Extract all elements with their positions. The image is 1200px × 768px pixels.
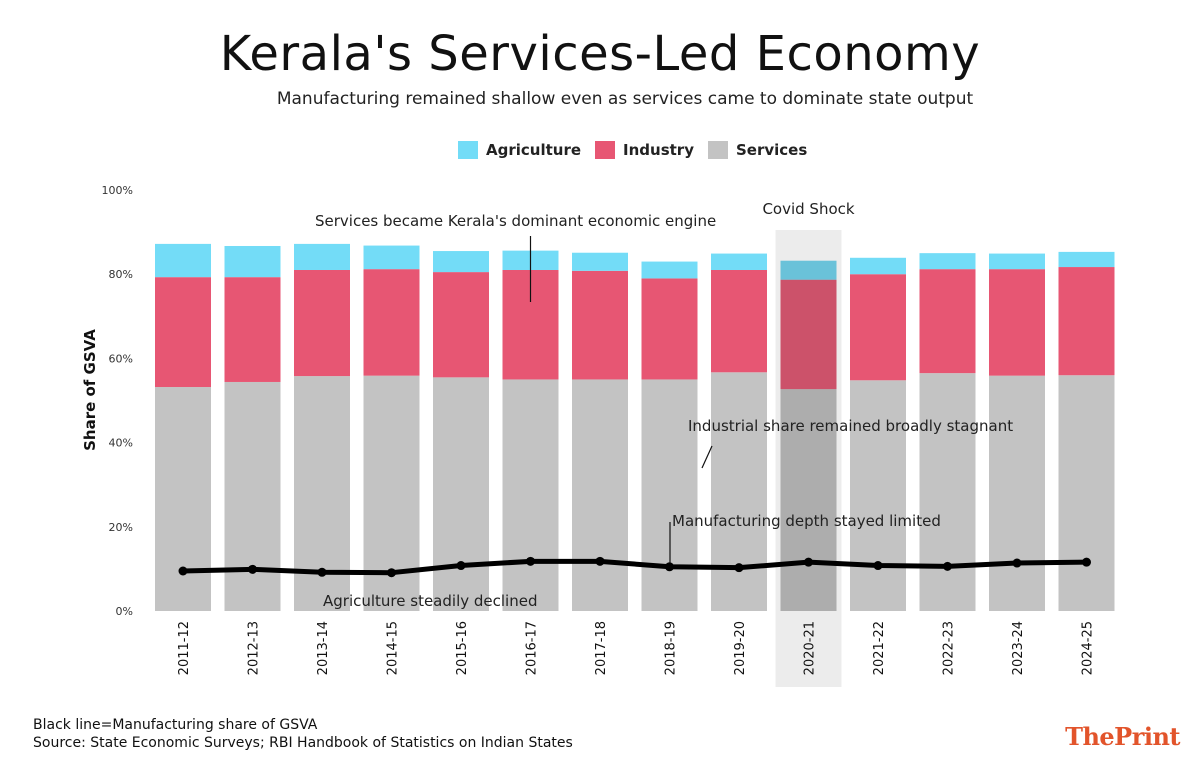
bar-industry-2018-19 (641, 278, 698, 380)
bar-agriculture-2024-25 (1058, 251, 1115, 268)
covid-shock-label: Covid Shock (762, 200, 854, 218)
bar-services-2019-20 (711, 372, 767, 611)
manufacturing-point (248, 564, 257, 574)
bar-industry-2021-22 (850, 274, 906, 381)
manufacturing-point (804, 557, 813, 567)
bar-industry-2022-23 (919, 269, 976, 374)
manufacturing-point (665, 562, 674, 572)
bar-services-2020-21 (780, 389, 837, 611)
annotation-services: Services became Kerala's dominant econom… (315, 212, 716, 230)
x-tick-label: 2023-24 (1011, 621, 1026, 675)
bar-industry-2012-13 (224, 277, 281, 382)
bar-agriculture-2021-22 (850, 257, 906, 275)
x-tick-label: 2013-14 (316, 621, 331, 675)
x-tick-label: 2017-18 (594, 621, 609, 675)
manufacturing-point (1012, 558, 1022, 568)
bar-industry-2023-24 (989, 269, 1045, 376)
bar-agriculture-2015-16 (433, 251, 489, 273)
manufacturing-line (182, 558, 1087, 576)
bar-industry-2011-12 (155, 277, 211, 388)
legend-item-industry: Industry (595, 141, 694, 159)
y-tick-label: 20% (109, 521, 133, 534)
x-tick-label: 2019-20 (733, 621, 748, 675)
bar-agriculture-2020-21 (780, 260, 837, 280)
bar-services-2022-23 (919, 373, 976, 611)
legend-label-agriculture: Agriculture (486, 141, 582, 159)
brand-logo: ThePrint (1065, 722, 1180, 751)
manufacturing-point (456, 561, 466, 571)
annotation-industry: Industrial share remained broadly stagna… (688, 417, 1013, 435)
chart-title: Kerala's Services-Led Economy (219, 26, 981, 82)
y-tick-label: 40% (109, 437, 133, 450)
annotation-agriculture: Agriculture steadily declined (323, 592, 537, 610)
y-tick-label: 60% (109, 352, 133, 365)
bar-industry-2020-21 (780, 279, 837, 390)
bar-agriculture-2014-15 (363, 245, 420, 270)
bar-industry-2013-14 (294, 269, 350, 377)
bar-agriculture-2018-19 (641, 261, 698, 279)
annotation-industry-leader (701, 445, 713, 469)
y-tick-label: 0% (116, 605, 133, 618)
footer-note: Black line=Manufacturing share of GSVA (33, 717, 318, 733)
y-axis-label: Share of GSVA (81, 329, 99, 451)
bar-services-2015-16 (433, 377, 489, 611)
legend-swatch-agriculture (458, 141, 478, 159)
manufacturing-point (387, 568, 396, 578)
manufacturing-point (873, 561, 883, 571)
covid-bar-shade (780, 260, 837, 611)
bar-services-2021-22 (850, 380, 906, 611)
legend-item-services: Services (707, 141, 808, 159)
manufacturing-point (317, 567, 327, 577)
legend-item-agriculture: Agriculture (458, 141, 581, 159)
x-tick-label: 2024-25 (1081, 621, 1096, 675)
manufacturing-point (595, 556, 605, 566)
bar-services-2012-13 (224, 381, 281, 611)
chart-subtitle: Manufacturing remained shallow even as s… (276, 89, 974, 109)
bar-industry-2019-20 (711, 269, 767, 373)
y-tick-label: 80% (109, 268, 133, 281)
x-tick-label: 2015-16 (455, 621, 470, 675)
bar-services-2024-25 (1058, 375, 1115, 611)
manufacturing-point (526, 556, 535, 566)
footer-source: Source: State Economic Surveys; RBI Hand… (33, 735, 573, 751)
bar-agriculture-2012-13 (224, 245, 281, 278)
x-tick-label: 2011-12 (177, 621, 192, 675)
manufacturing-point (178, 566, 188, 576)
manufacturing-point (943, 561, 952, 571)
x-tick-label: 2020-21 (803, 621, 818, 675)
x-tick-label: 2018-19 (664, 621, 679, 675)
x-tick-label: 2021-22 (872, 621, 887, 675)
x-tick-label: 2016-17 (525, 621, 540, 675)
bar-services-2023-24 (989, 375, 1045, 611)
manufacturing-point (1082, 557, 1091, 567)
bar-agriculture-2013-14 (294, 243, 350, 270)
bar-agriculture-2011-12 (155, 243, 211, 278)
y-tick-label: 100% (102, 184, 133, 197)
x-tick-label: 2012-13 (247, 621, 262, 675)
annotation-manufacturing: Manufacturing depth stayed limited (672, 512, 941, 530)
bar-industry-2024-25 (1058, 267, 1115, 376)
bar-agriculture-2022-23 (919, 253, 976, 270)
legend: Agriculture Industry Services (458, 141, 821, 159)
bar-services-2017-18 (572, 379, 628, 611)
bar-agriculture-2019-20 (711, 253, 767, 270)
bar-services-2011-12 (155, 387, 211, 611)
legend-label-services: Services (735, 141, 808, 159)
bar-agriculture-2017-18 (572, 252, 628, 271)
bar-agriculture-2023-24 (989, 253, 1045, 270)
bar-industry-2014-15 (363, 269, 420, 376)
bar-industry-2017-18 (572, 270, 628, 380)
x-tick-label: 2022-23 (942, 621, 957, 675)
bar-services-2016-17 (502, 379, 559, 611)
x-tick-label: 2014-15 (386, 621, 401, 675)
legend-swatch-services (707, 141, 728, 159)
legend-swatch-industry (595, 141, 616, 159)
bar-services-2018-19 (641, 379, 698, 611)
bar-industry-2015-16 (433, 272, 489, 378)
manufacturing-point (734, 563, 744, 573)
legend-label-industry: Industry (623, 141, 694, 159)
